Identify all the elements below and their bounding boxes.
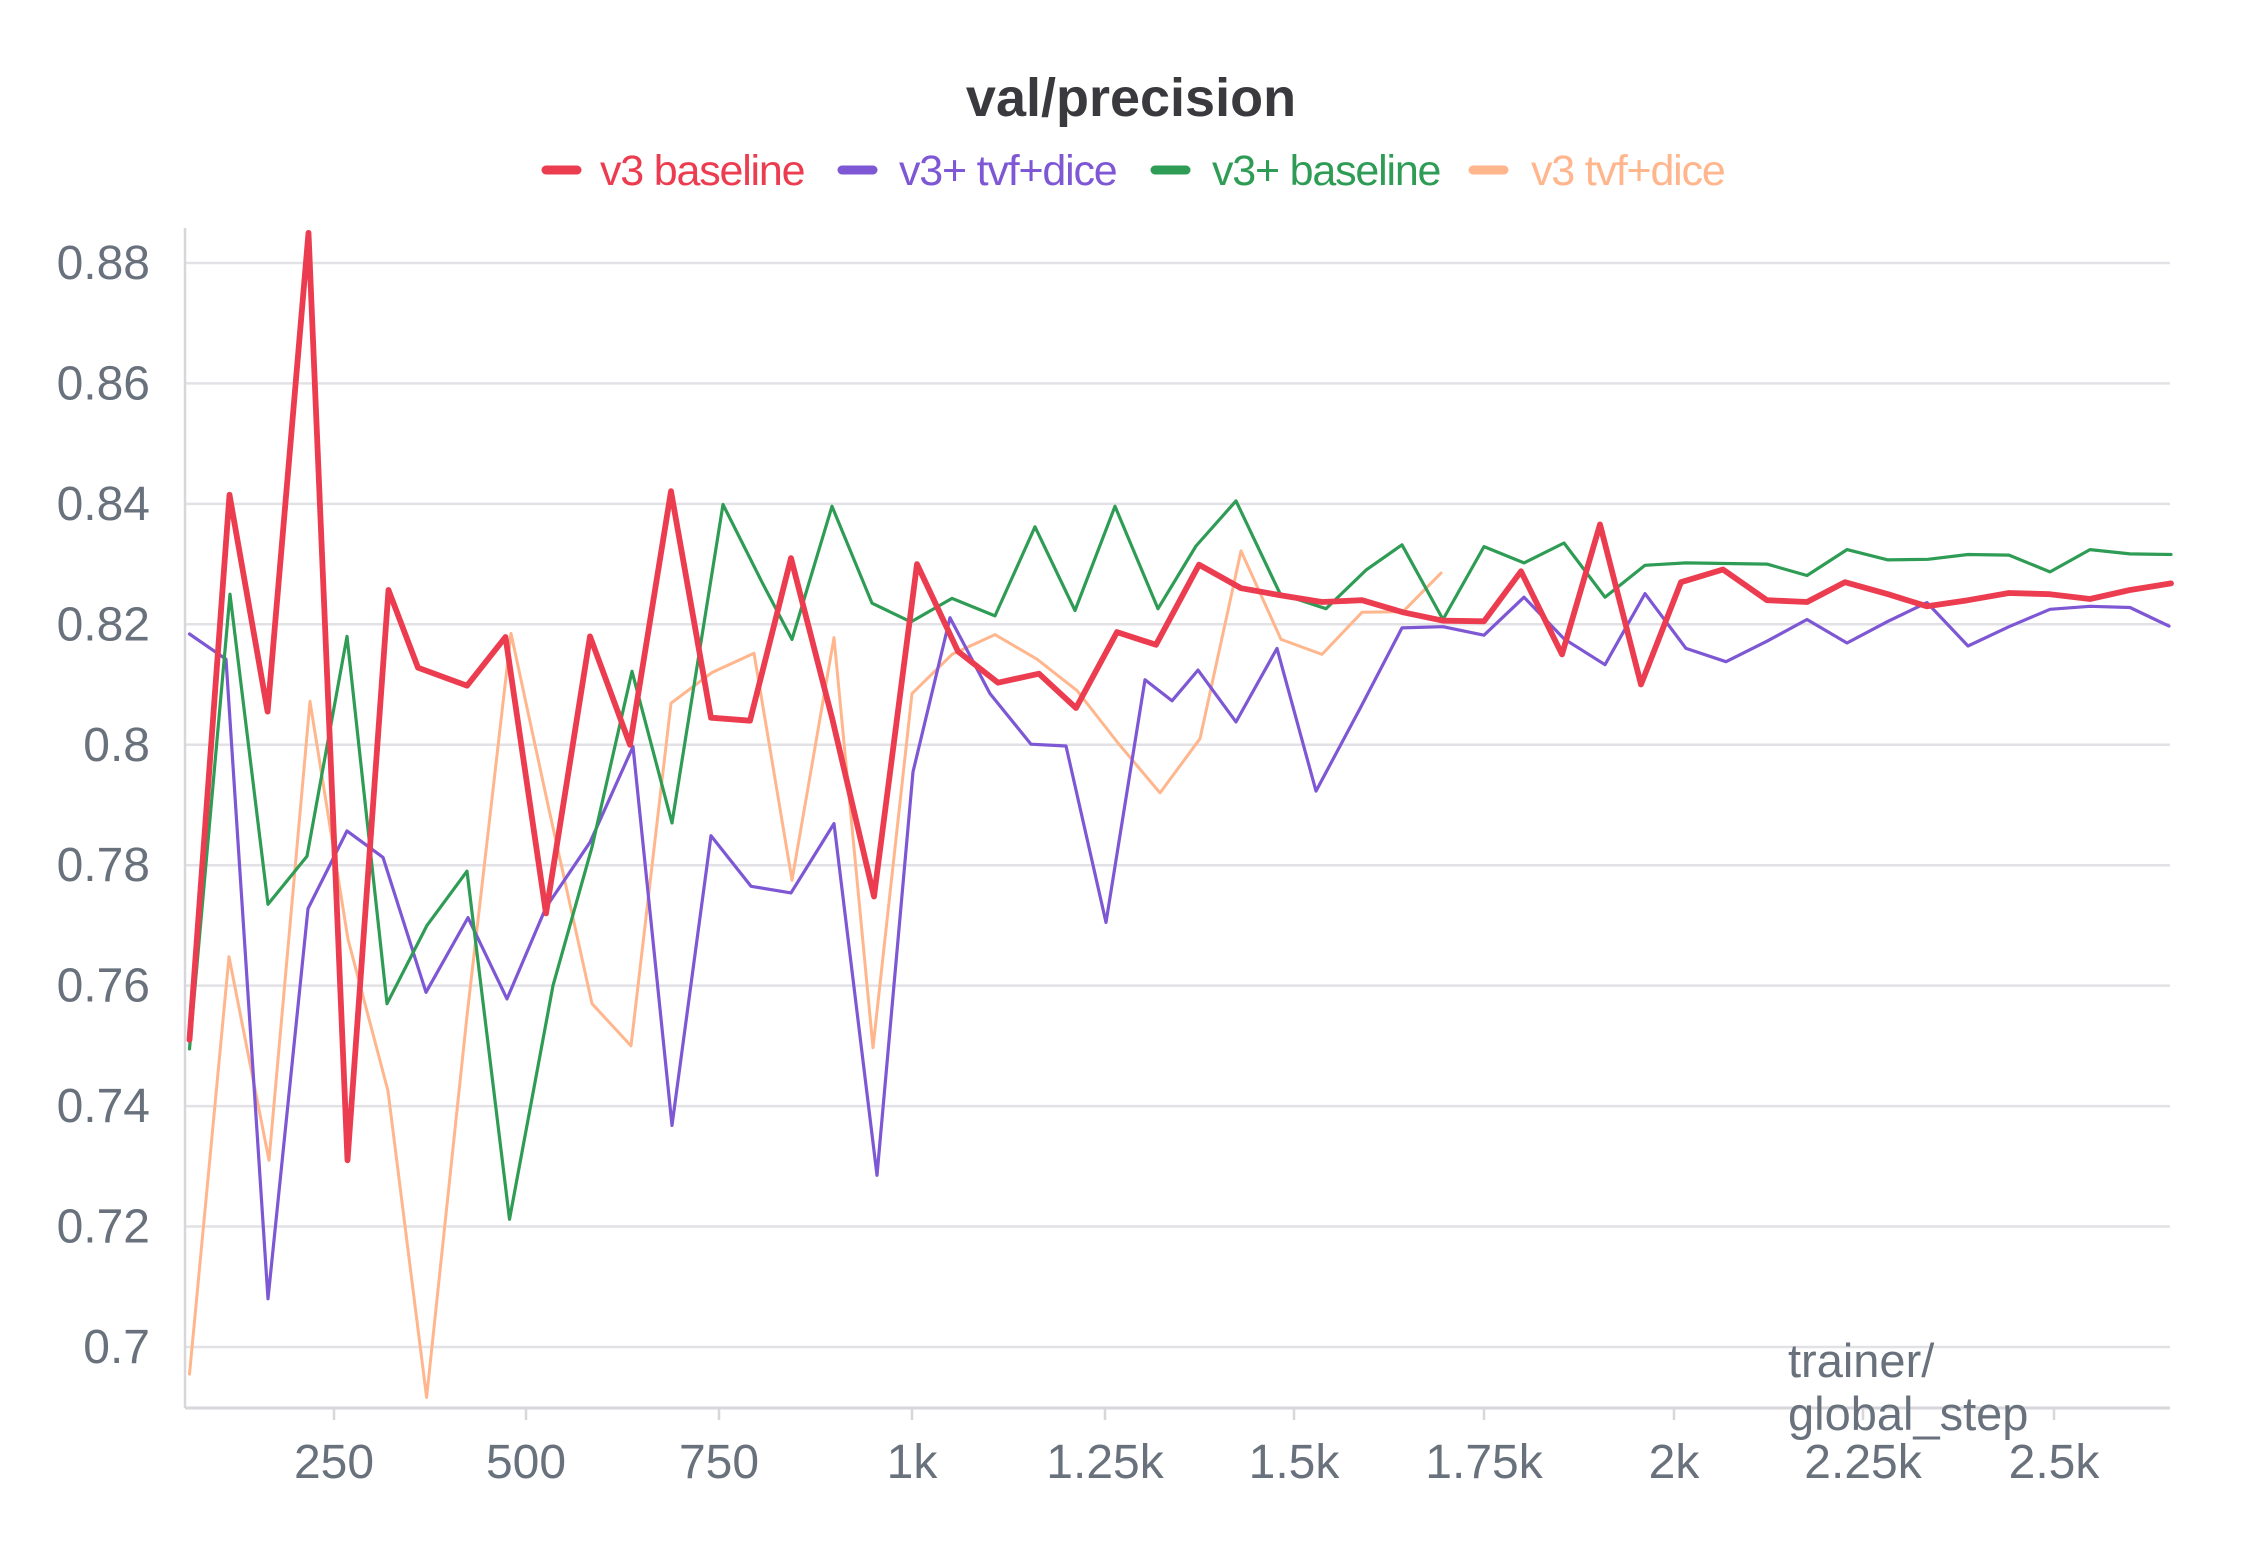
svg-text:2.5k: 2.5k (2009, 1436, 2101, 1489)
svg-text:trainer/: trainer/ (1788, 1334, 1935, 1387)
svg-text:v3 tvf+dice: v3 tvf+dice (1531, 147, 1725, 195)
svg-text:0.8: 0.8 (83, 719, 150, 772)
svg-text:0.88: 0.88 (57, 237, 150, 290)
svg-text:750: 750 (679, 1436, 759, 1489)
svg-text:val/precision: val/precision (966, 68, 1296, 128)
svg-text:1k: 1k (887, 1436, 939, 1489)
svg-text:0.86: 0.86 (57, 357, 150, 410)
svg-text:v3+ tvf+dice: v3+ tvf+dice (899, 147, 1116, 195)
svg-text:1.5k: 1.5k (1249, 1436, 1341, 1489)
svg-text:1.25k: 1.25k (1046, 1436, 1164, 1489)
svg-text:0.74: 0.74 (57, 1080, 150, 1133)
svg-text:0.78: 0.78 (57, 839, 150, 892)
svg-text:1.75k: 1.75k (1425, 1436, 1543, 1489)
svg-text:0.7: 0.7 (83, 1321, 150, 1374)
svg-text:0.84: 0.84 (57, 478, 150, 531)
svg-text:0.76: 0.76 (57, 960, 150, 1013)
svg-text:0.72: 0.72 (57, 1201, 150, 1254)
svg-text:500: 500 (486, 1436, 566, 1489)
svg-text:2k: 2k (1649, 1436, 1701, 1489)
svg-text:250: 250 (294, 1436, 374, 1489)
svg-text:0.82: 0.82 (57, 598, 150, 651)
svg-text:2.25k: 2.25k (1804, 1436, 1922, 1489)
svg-text:global_step: global_step (1788, 1387, 2028, 1440)
svg-text:v3 baseline: v3 baseline (600, 147, 804, 195)
svg-text:v3+ baseline: v3+ baseline (1212, 147, 1440, 195)
